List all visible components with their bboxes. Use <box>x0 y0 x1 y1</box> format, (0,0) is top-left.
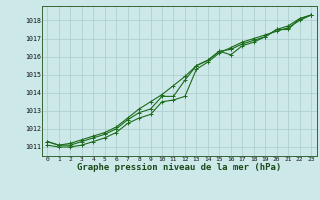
X-axis label: Graphe pression niveau de la mer (hPa): Graphe pression niveau de la mer (hPa) <box>77 163 281 172</box>
